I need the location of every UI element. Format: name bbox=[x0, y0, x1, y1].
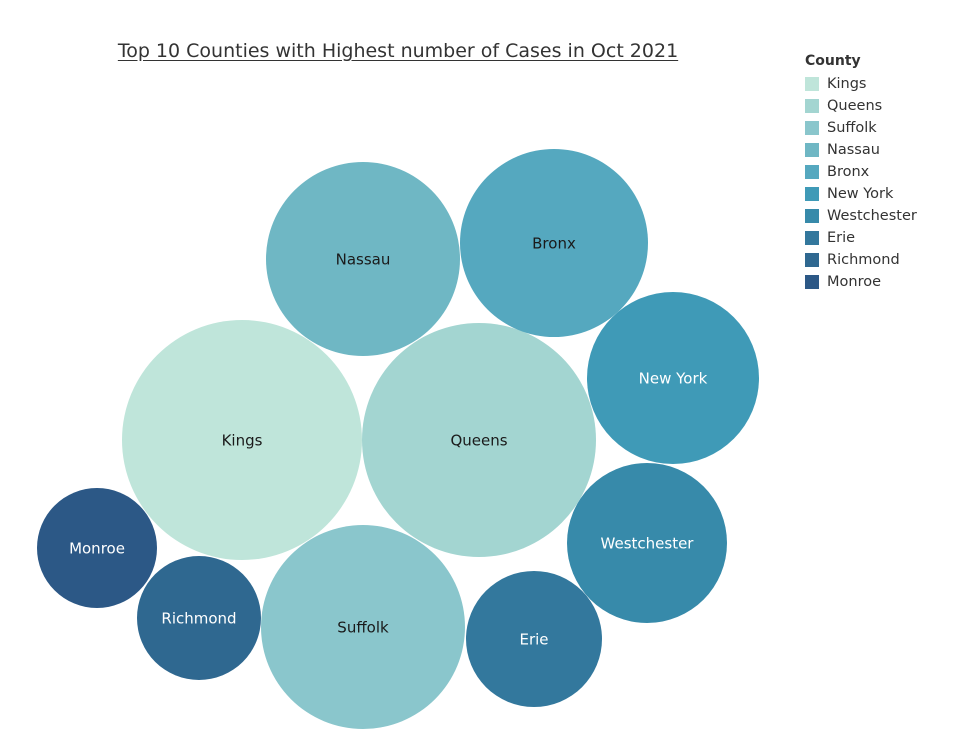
legend-swatch-queens bbox=[805, 99, 819, 113]
legend-label-erie: Erie bbox=[827, 230, 856, 246]
legend-item-queens[interactable]: Queens bbox=[805, 95, 955, 117]
legend-label-richmond: Richmond bbox=[827, 252, 900, 268]
legend: County Kings Queens Suffolk Nassau Bronx New … bbox=[805, 53, 955, 293]
legend-swatch-erie bbox=[805, 231, 819, 245]
bubble-label-erie: Erie bbox=[519, 631, 548, 649]
legend-item-richmond[interactable]: Richmond bbox=[805, 249, 955, 271]
bubble-queens[interactable] bbox=[362, 323, 596, 557]
legend-swatch-westchester bbox=[805, 209, 819, 223]
legend-label-kings: Kings bbox=[827, 76, 867, 92]
legend-item-erie[interactable]: Erie bbox=[805, 227, 955, 249]
legend-item-nassau[interactable]: Nassau bbox=[805, 139, 955, 161]
legend-swatch-bronx bbox=[805, 165, 819, 179]
legend-label-monroe: Monroe bbox=[827, 274, 882, 290]
legend-swatch-richmond bbox=[805, 253, 819, 267]
legend-item-suffolk[interactable]: Suffolk bbox=[805, 117, 955, 139]
legend-label-new-york: New York bbox=[827, 186, 894, 202]
chart-title: Top 10 Counties with Highest number of C… bbox=[117, 40, 679, 62]
bubble-suffolk[interactable] bbox=[261, 525, 465, 729]
legend-item-new-york[interactable]: New York bbox=[805, 183, 955, 205]
bubble-label-suffolk: Suffolk bbox=[337, 619, 389, 637]
bubble-richmond[interactable] bbox=[137, 556, 261, 680]
legend-item-kings[interactable]: Kings bbox=[805, 73, 955, 95]
legend-swatch-new-york bbox=[805, 187, 819, 201]
bubble-erie[interactable] bbox=[466, 571, 602, 707]
bubble-label-new-york: New York bbox=[639, 370, 708, 388]
bubble-kings[interactable] bbox=[122, 320, 362, 560]
bubble-label-bronx: Bronx bbox=[532, 235, 576, 253]
legend-title: County bbox=[805, 53, 861, 69]
legend-label-bronx: Bronx bbox=[827, 164, 870, 180]
bubble-new-york[interactable] bbox=[587, 292, 759, 464]
bubble-label-nassau: Nassau bbox=[336, 251, 391, 269]
bubble-bronx[interactable] bbox=[460, 149, 648, 337]
legend-item-monroe[interactable]: Monroe bbox=[805, 271, 955, 293]
bubble-label-westchester: Westchester bbox=[601, 535, 695, 553]
bubble-label-queens: Queens bbox=[450, 432, 507, 450]
bubble-label-kings: Kings bbox=[222, 432, 263, 450]
legend-swatch-suffolk bbox=[805, 121, 819, 135]
legend-item-bronx[interactable]: Bronx bbox=[805, 161, 955, 183]
legend-label-westchester: Westchester bbox=[827, 208, 917, 224]
bubble-nassau[interactable] bbox=[266, 162, 460, 356]
legend-label-nassau: Nassau bbox=[827, 142, 880, 158]
legend-swatch-kings bbox=[805, 77, 819, 91]
legend-swatch-monroe bbox=[805, 275, 819, 289]
bubble-chart: Kings Queens Suffolk Nassau Bronx New York Wes… bbox=[37, 149, 759, 729]
bubble-label-monroe: Monroe bbox=[69, 540, 125, 558]
legend-label-suffolk: Suffolk bbox=[827, 120, 877, 136]
bubble-westchester[interactable] bbox=[567, 463, 727, 623]
bubble-monroe[interactable] bbox=[37, 488, 157, 608]
legend-item-westchester[interactable]: Westchester bbox=[805, 205, 955, 227]
bubble-label-richmond: Richmond bbox=[161, 610, 236, 628]
legend-label-queens: Queens bbox=[827, 98, 883, 114]
legend-swatch-nassau bbox=[805, 143, 819, 157]
